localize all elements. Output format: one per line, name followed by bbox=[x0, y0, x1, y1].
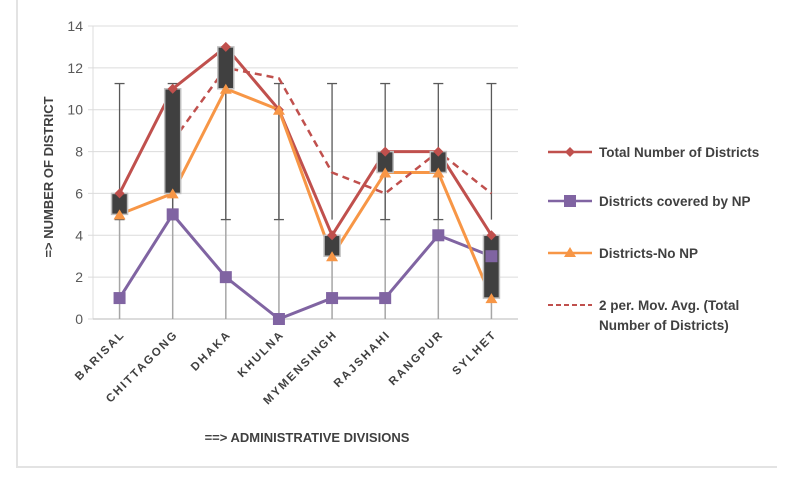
data-point-total bbox=[114, 188, 125, 199]
data-point-no-np bbox=[432, 167, 445, 178]
y-tick-label: 14 bbox=[67, 18, 83, 34]
data-point-np bbox=[432, 229, 445, 242]
legend-label-moving-avg-line2: Number of Districts) bbox=[599, 318, 729, 333]
data-point-total bbox=[167, 83, 178, 94]
series-line-districts-covered-by-np bbox=[118, 212, 492, 321]
data-point-no-np bbox=[166, 188, 179, 199]
up-down-bar bbox=[482, 234, 501, 299]
data-point-total bbox=[220, 41, 231, 52]
data-point-np bbox=[166, 208, 179, 221]
y-tick-label: 8 bbox=[75, 144, 83, 160]
y-axis-title: => NUMBER OF DISTRICT bbox=[41, 96, 56, 257]
legend: Total Number of Districts Districts cove… bbox=[548, 145, 759, 333]
data-point-no-np bbox=[272, 104, 285, 115]
legend-entry-total: Total Number of Districts bbox=[548, 145, 759, 160]
y-tick-label: 6 bbox=[75, 185, 83, 201]
legend-entry-no-np: Districts-No NP bbox=[548, 246, 698, 261]
data-point-no-np bbox=[379, 167, 392, 178]
data-point-no-np bbox=[485, 293, 498, 304]
square-marker-icon bbox=[564, 195, 576, 207]
x-axis-title: ==> ADMINISTRATIVE DIVISIONS bbox=[205, 430, 410, 445]
legend-label-np: Districts covered by NP bbox=[599, 194, 751, 209]
diamond-marker-icon bbox=[565, 147, 575, 157]
data-point-no-np bbox=[219, 83, 232, 94]
data-point-np bbox=[326, 292, 339, 305]
y-tick-label: 4 bbox=[75, 227, 83, 243]
legend-label-moving-avg-line1: 2 per. Mov. Avg. (Total bbox=[599, 298, 739, 313]
data-point-np bbox=[272, 313, 285, 325]
data-point-np bbox=[113, 292, 126, 305]
x-tick-label: SYLHET bbox=[451, 329, 500, 378]
x-tick-label: DHAKA bbox=[189, 329, 234, 374]
legend-entry-moving-avg: 2 per. Mov. Avg. (Total Number of Distri… bbox=[548, 298, 739, 333]
x-tick-label: RAJSHAHI bbox=[332, 329, 393, 390]
series-markers bbox=[113, 41, 498, 325]
data-point-total bbox=[433, 146, 444, 157]
data-point-total bbox=[380, 146, 391, 157]
chart-frame bbox=[16, 0, 777, 468]
up-down-bar bbox=[163, 88, 182, 195]
triangle-marker-icon bbox=[564, 247, 576, 257]
data-point-no-np bbox=[113, 209, 126, 220]
x-tick-label: RANGPUR bbox=[387, 329, 446, 388]
data-point-total bbox=[486, 230, 497, 241]
y-tick-label: 10 bbox=[67, 102, 83, 118]
data-point-no-np bbox=[326, 251, 339, 262]
up-down-bar bbox=[217, 46, 235, 90]
y-tick-label: 12 bbox=[67, 60, 83, 76]
legend-label-no-np: Districts-No NP bbox=[599, 246, 698, 261]
data-point-np bbox=[379, 292, 392, 305]
legend-label-total: Total Number of Districts bbox=[599, 145, 759, 160]
y-tick-labels: 0 2 4 6 8 10 12 14 bbox=[67, 18, 83, 327]
y-tick-label: 0 bbox=[75, 311, 83, 327]
x-tick-label: BARISAL bbox=[73, 329, 128, 384]
series-line-total-number-of-districts bbox=[118, 45, 493, 237]
series-line-districts-no-np bbox=[119, 87, 493, 299]
x-tick-label: KHULNA bbox=[236, 329, 287, 380]
y-tick-label: 2 bbox=[75, 269, 83, 285]
data-point-np bbox=[485, 250, 498, 263]
legend-entry-np: Districts covered by NP bbox=[548, 194, 751, 209]
data-point-np bbox=[219, 271, 232, 284]
data-point-total bbox=[327, 230, 338, 241]
